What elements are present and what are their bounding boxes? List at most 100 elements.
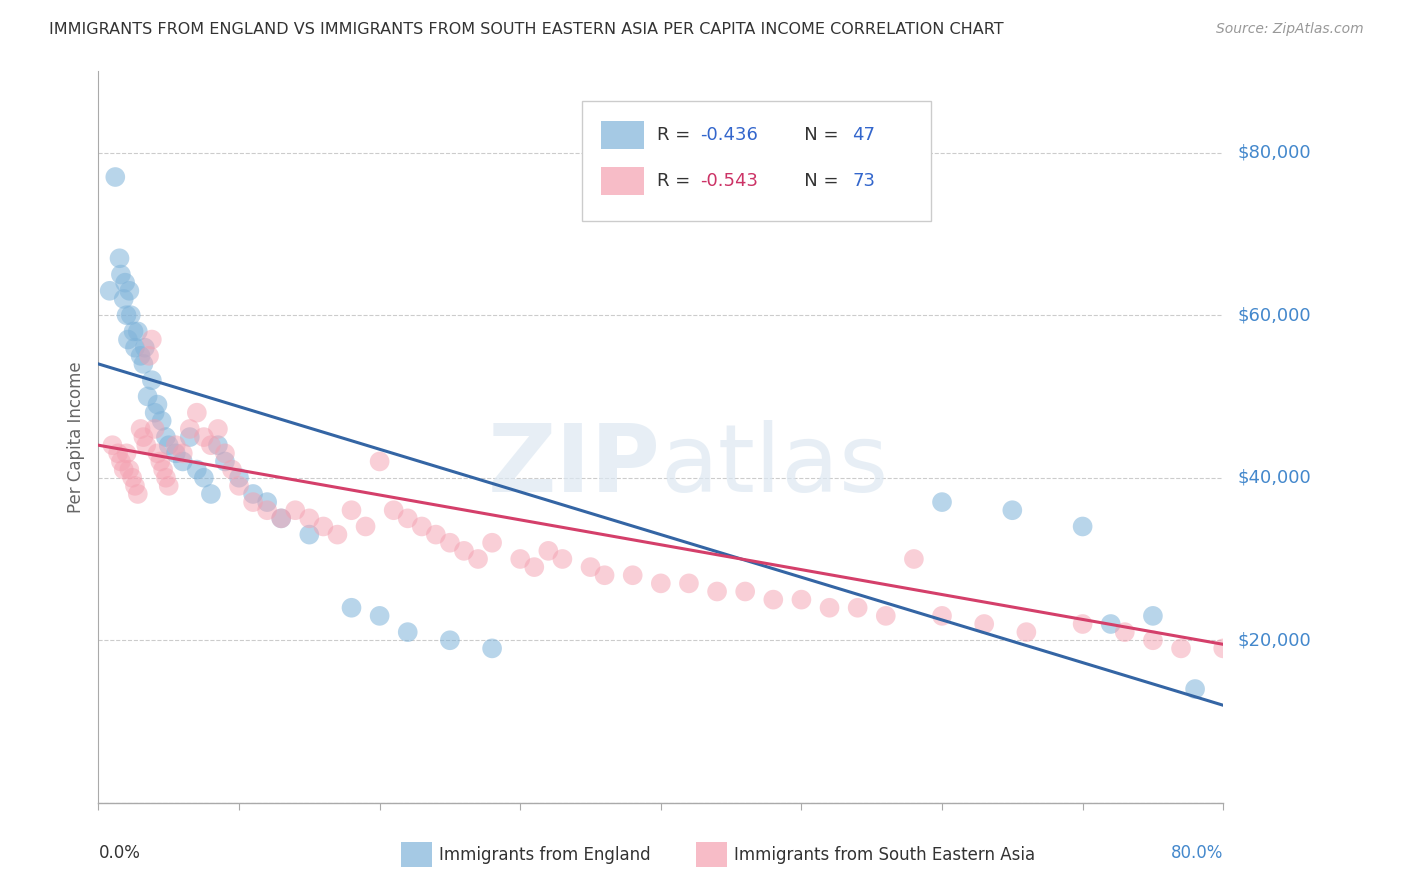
Point [326, 527, 349, 541]
Point [1114, 625, 1136, 640]
Point [150, 414, 173, 428]
Point [118, 284, 141, 298]
Point [1001, 503, 1024, 517]
Point [270, 511, 292, 525]
Point [120, 308, 142, 322]
Point [284, 503, 307, 517]
Text: IMMIGRANTS FROM ENGLAND VS IMMIGRANTS FROM SOUTH EASTERN ASIA PER CAPITA INCOME : IMMIGRANTS FROM ENGLAND VS IMMIGRANTS FR… [49, 22, 1004, 37]
Point [678, 576, 700, 591]
Point [467, 552, 489, 566]
Point [165, 438, 187, 452]
Point [593, 568, 616, 582]
Point [141, 373, 163, 387]
Point [214, 446, 236, 460]
Point [298, 511, 321, 525]
Point [155, 471, 177, 485]
Point [112, 462, 135, 476]
Point [172, 454, 194, 468]
Point [138, 349, 160, 363]
Point [114, 276, 136, 290]
Point [132, 357, 155, 371]
Text: ZIP: ZIP [488, 420, 661, 512]
Point [207, 422, 229, 436]
Point [228, 471, 250, 485]
Point [214, 454, 236, 468]
Point [228, 479, 250, 493]
Point [242, 487, 264, 501]
Point [453, 544, 475, 558]
Point [134, 341, 156, 355]
Point [193, 471, 215, 485]
Text: N =: N = [787, 126, 844, 144]
Point [115, 446, 138, 460]
Point [117, 333, 139, 347]
Point [1142, 608, 1164, 623]
Point [121, 471, 143, 485]
Point [155, 430, 177, 444]
Point [312, 519, 335, 533]
Text: $40,000: $40,000 [1237, 468, 1310, 487]
Point [1142, 633, 1164, 648]
Point [149, 454, 172, 468]
Point [1071, 617, 1094, 632]
Bar [602, 121, 644, 149]
Point [425, 527, 447, 541]
Point [354, 519, 377, 533]
Point [256, 503, 278, 517]
Point [875, 608, 897, 623]
Point [340, 503, 363, 517]
Text: 80.0%: 80.0% [1171, 845, 1223, 863]
Y-axis label: Per Capita Income: Per Capita Income [66, 361, 84, 513]
Point [186, 462, 208, 476]
Point [931, 608, 953, 623]
Point [1170, 641, 1192, 656]
Point [650, 576, 672, 591]
Point [579, 560, 602, 574]
Point [846, 600, 869, 615]
Point [127, 325, 149, 339]
Point [551, 552, 574, 566]
Point [135, 438, 157, 452]
Point [146, 446, 169, 460]
Point [396, 625, 419, 640]
Point [1184, 681, 1206, 696]
Point [221, 462, 243, 476]
Point [129, 349, 152, 363]
Point [1015, 625, 1038, 640]
Text: -0.436: -0.436 [700, 126, 758, 144]
Point [298, 527, 321, 541]
Text: 47: 47 [852, 126, 875, 144]
Text: Immigrants from England: Immigrants from England [439, 846, 651, 863]
Point [818, 600, 841, 615]
Point [124, 479, 146, 493]
Point [439, 633, 461, 648]
Point [790, 592, 813, 607]
Point [1212, 641, 1234, 656]
Point [98, 284, 121, 298]
Point [200, 487, 222, 501]
Point [129, 422, 152, 436]
Point [101, 438, 124, 452]
Point [193, 430, 215, 444]
Point [124, 341, 146, 355]
Point [734, 584, 756, 599]
Point [127, 487, 149, 501]
Point [141, 333, 163, 347]
FancyBboxPatch shape [582, 101, 931, 221]
Point [146, 398, 169, 412]
Text: Source: ZipAtlas.com: Source: ZipAtlas.com [1216, 22, 1364, 37]
Point [115, 308, 138, 322]
Point [270, 511, 292, 525]
Point [207, 438, 229, 452]
Point [122, 325, 145, 339]
Point [110, 268, 132, 282]
Point [509, 552, 531, 566]
Text: $20,000: $20,000 [1237, 632, 1310, 649]
Point [439, 535, 461, 549]
Point [107, 446, 129, 460]
Text: R =: R = [658, 126, 696, 144]
Point [1071, 519, 1094, 533]
Point [368, 454, 391, 468]
Text: $60,000: $60,000 [1237, 306, 1310, 324]
Point [523, 560, 546, 574]
